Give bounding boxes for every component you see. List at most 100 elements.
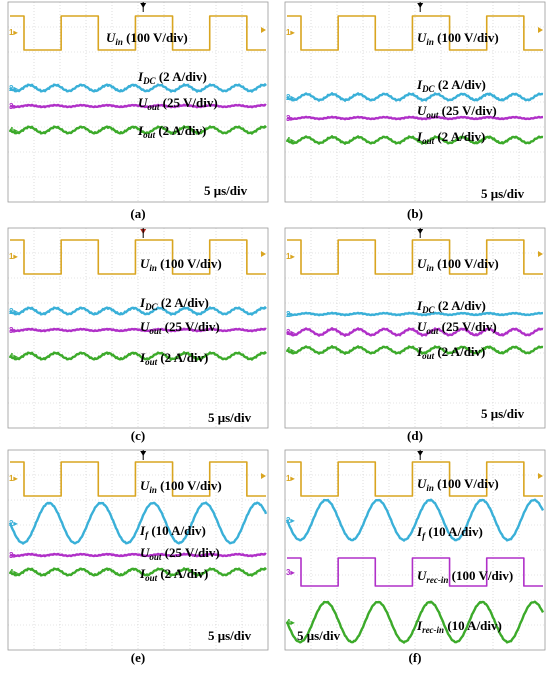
trace-label-ch2: If (10 A/div) <box>416 524 483 541</box>
channel-marker: 1▸ <box>286 28 295 37</box>
trace-label-ch3: Uout (25 V/div) <box>140 319 220 336</box>
trace-label-ch2: IDC (2 A/div) <box>139 295 209 312</box>
panel-f: 1▸ Uin (100 V/div) 2▸ If (10 A/div) 3▸ Urec-i… <box>284 449 546 665</box>
trace-ch2 <box>285 498 545 542</box>
channel-marker: 2▸ <box>9 519 18 528</box>
panel-d: 1▸ Uin (100 V/div) 2▸ IDC (2 A/div) 3▸ Uout (… <box>284 227 546 443</box>
panel-label: (f) <box>409 650 422 665</box>
trace-label-ch1: Uin (100 V/div) <box>417 30 499 47</box>
trace-label-ch4: Iout (2 A/div) <box>139 350 208 367</box>
channel-marker: 3▸ <box>286 568 295 577</box>
trace-ch1 <box>10 15 266 51</box>
channel-marker: 4▸ <box>9 352 18 361</box>
channel-marker: 3▸ <box>9 326 18 335</box>
channel-marker: 1▸ <box>9 474 18 483</box>
panel-label: (a) <box>130 206 145 221</box>
channel-marker: 4▸ <box>9 126 18 135</box>
trace-ch4 <box>9 125 267 135</box>
trace-label-ch3: Uout (25 V/div) <box>140 545 220 562</box>
channel-marker: 1▸ <box>9 252 18 261</box>
trace-label-ch3: Uout (25 V/div) <box>417 103 497 120</box>
timebase-label: 5 μs/div <box>481 406 525 421</box>
channel-marker: 1▸ <box>9 28 18 37</box>
channel-marker: 3▸ <box>286 114 295 123</box>
timebase-label: 5 μs/div <box>208 628 252 643</box>
trace-ch2 <box>8 501 268 545</box>
channel-marker: 4▸ <box>286 618 295 627</box>
trace-ch1 <box>287 461 543 497</box>
channel-marker: 2▸ <box>9 84 18 93</box>
timebase-label: 5 μs/div <box>208 410 252 425</box>
trace-ch3 <box>9 327 267 333</box>
panel-label: (e) <box>131 650 145 665</box>
scope-frame <box>7 449 269 651</box>
trace-ch4 <box>286 345 544 355</box>
trace-label-ch4: Irec-in (10 A/div) <box>416 618 502 635</box>
trace-ch3 <box>286 327 544 337</box>
trace-label-ch1: Uin (100 V/div) <box>140 256 222 273</box>
trigger-level-icon <box>261 27 266 33</box>
trace-ch1 <box>10 461 266 497</box>
trace-ch3 <box>9 103 267 109</box>
trace-ch4 <box>286 135 544 145</box>
trace-ch1 <box>10 239 266 275</box>
trace-ch2 <box>9 83 267 93</box>
trace-ch2 <box>286 92 544 102</box>
trace-ch2 <box>9 306 267 316</box>
trace-label-ch4: Iout (2 A/div) <box>416 344 485 361</box>
trace-ch4 <box>9 567 267 577</box>
trace-label-ch4: Iout (2 A/div) <box>137 123 206 140</box>
channel-marker: 4▸ <box>286 136 295 145</box>
panel-b: 1▸ Uin (100 V/div) 2▸ IDC (2 A/div) 3▸ Uout (… <box>284 1 546 221</box>
trace-label-ch1: Uin (100 V/div) <box>140 478 222 495</box>
timebase-label: 5 μs/div <box>481 186 525 201</box>
channel-marker: 1▸ <box>286 252 295 261</box>
trace-label-ch4: Iout (2 A/div) <box>416 129 485 146</box>
trace-ch1 <box>287 239 543 275</box>
trace-ch4 <box>9 351 267 361</box>
trace-ch2 <box>286 311 544 317</box>
trace-label-ch3: Uout (25 V/div) <box>138 95 218 112</box>
trace-label-ch4: Iout (2 A/div) <box>139 566 208 583</box>
channel-marker: 2▸ <box>286 516 295 525</box>
trigger-level-icon <box>261 251 266 257</box>
channel-marker: 2▸ <box>9 307 18 316</box>
channel-marker: 3▸ <box>286 328 295 337</box>
trace-label-ch2: IDC (2 A/div) <box>137 69 207 86</box>
scope-frame <box>7 1 269 203</box>
panel-a: 1▸ Uin (100 V/div) 2▸ IDC (2 A/div) 3▸ Uout (… <box>7 1 269 221</box>
trace-label-ch1: Uin (100 V/div) <box>417 476 499 493</box>
channel-marker: 1▸ <box>286 474 295 483</box>
trace-ch3 <box>286 115 544 121</box>
panel-label: (d) <box>407 428 423 443</box>
trace-label-ch2: IDC (2 A/div) <box>416 77 486 94</box>
channel-marker: 2▸ <box>286 93 295 102</box>
channel-marker: 3▸ <box>9 102 18 111</box>
trace-label-ch2: IDC (2 A/div) <box>416 298 486 315</box>
scope-frame <box>284 1 546 203</box>
scope-frame <box>284 227 546 429</box>
trigger-level-icon <box>538 473 543 479</box>
trace-label-ch1: Uin (100 V/div) <box>417 256 499 273</box>
channel-marker: 2▸ <box>286 310 295 319</box>
timebase-label: 5 μs/div <box>297 628 341 643</box>
channel-marker: 4▸ <box>9 568 18 577</box>
trace-ch3 <box>287 557 543 587</box>
trace-ch3 <box>9 552 267 558</box>
trigger-level-icon <box>538 27 543 33</box>
trace-ch4 <box>285 600 545 644</box>
panel-c: 1▸ Uin (100 V/div) 2▸ IDC (2 A/div) 3▸ Uout (… <box>7 227 269 443</box>
trace-ch1 <box>287 15 543 51</box>
trace-label-ch3: Urec-in (100 V/div) <box>417 568 513 585</box>
panel-e: 1▸ Uin (100 V/div) 2▸ If (10 A/div) 3▸ Uout (… <box>7 449 269 665</box>
trace-label-ch1: Uin (100 V/div) <box>106 30 188 47</box>
trace-label-ch2: If (10 A/div) <box>139 523 206 540</box>
channel-marker: 4▸ <box>286 346 295 355</box>
channel-marker: 3▸ <box>9 551 18 560</box>
trace-label-ch3: Uout (25 V/div) <box>417 319 497 336</box>
panel-label: (c) <box>131 428 145 443</box>
trigger-level-icon <box>261 473 266 479</box>
timebase-label: 5 μs/div <box>204 183 248 198</box>
scope-frame <box>284 449 546 651</box>
